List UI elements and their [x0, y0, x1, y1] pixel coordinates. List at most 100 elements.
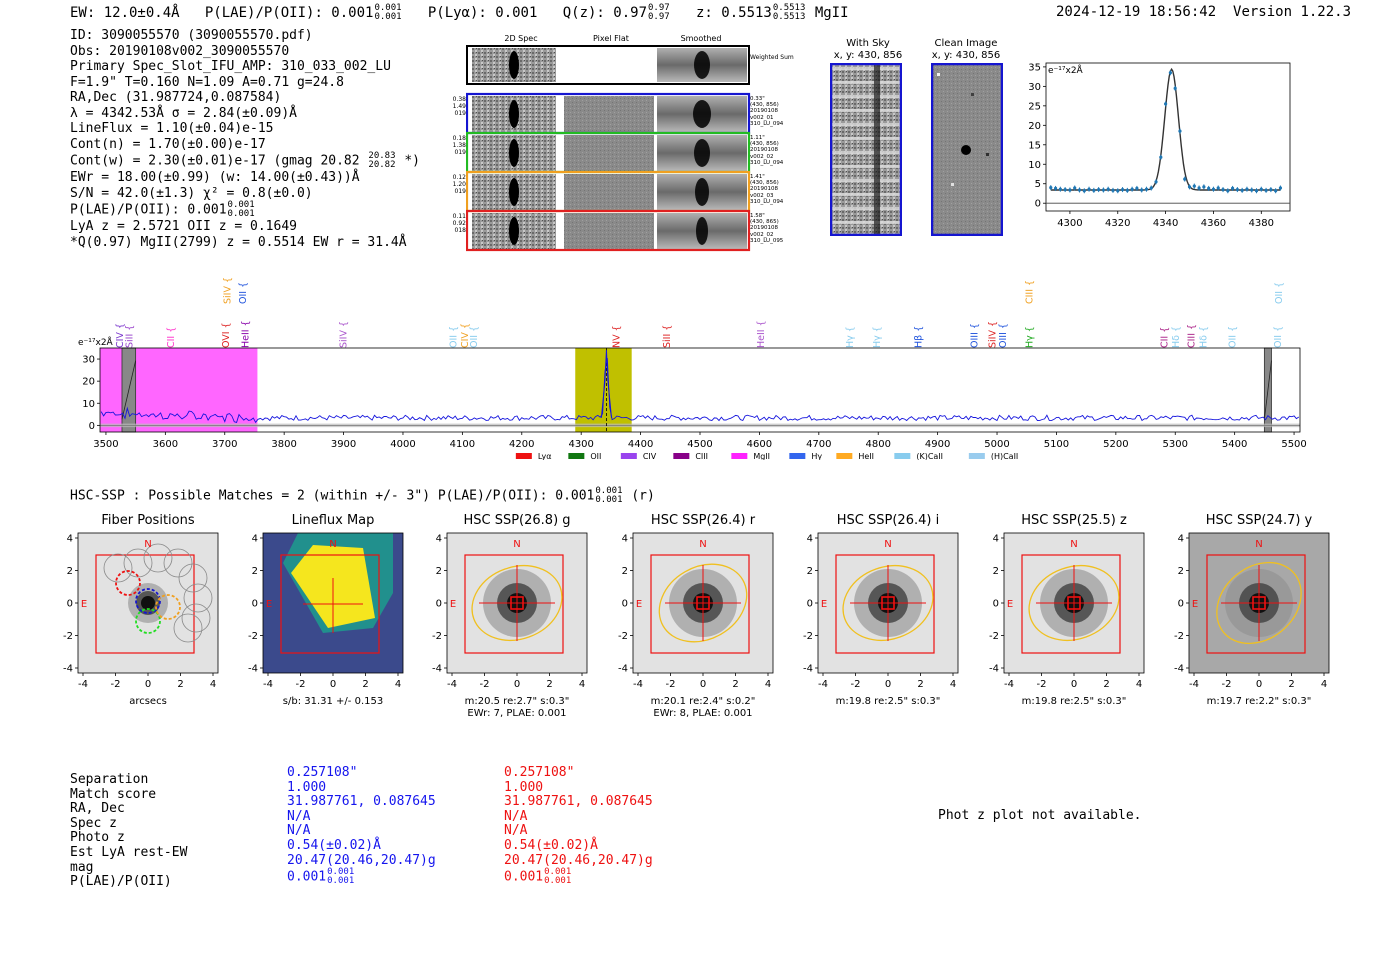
spec-line-label: SiIV { — [338, 321, 349, 348]
spec-ytick-label: 20 — [82, 377, 95, 388]
with-sky-title-block: With Sky x, y: 430, 856 — [818, 38, 918, 62]
hsc-panel-caption: m:19.7 re:2.2" s:0.3" — [1206, 696, 1312, 707]
compass-east: E — [450, 599, 456, 610]
spec-flux-line — [100, 358, 1300, 424]
match-table-label: Separation — [70, 772, 149, 787]
spec-xtick-label: 5200 — [1103, 439, 1128, 450]
match-table-label: Est LyA rest-EW — [70, 844, 188, 860]
spec-xtick-label: 4300 — [568, 439, 593, 450]
cutout-col-smoothed: Smoothed — [680, 34, 722, 43]
spec-xtick-label: 4800 — [865, 439, 890, 450]
spec-line-label: Hβ { — [913, 326, 924, 348]
spec-ylabel: e⁻¹⁷x2Å — [78, 336, 114, 348]
cutout-canvas — [466, 45, 751, 252]
header-summary: EW: 12.0±0.4Å P(LAE)/P(OII): 0.001 0.001 0… — [70, 4, 849, 22]
spec-legend-label: Hγ — [811, 452, 822, 460]
compass-north: N — [1070, 539, 1077, 550]
hsc-xtick-label: 2 — [546, 679, 552, 690]
cutout-col-flat: Pixel Flat — [593, 34, 629, 43]
hsc-xtick-label: -4 — [263, 679, 273, 690]
spec-xtick-label: 3900 — [331, 439, 356, 450]
spec-line-label: OII { — [1273, 326, 1284, 348]
hsc-ytick-label: 0 — [807, 599, 813, 610]
match-table-value: 31.987761, 0.087645 — [287, 794, 436, 810]
compass-north: N — [884, 539, 891, 550]
match-table-value: N/A — [287, 823, 311, 839]
header-meta: 2024-12-19 18:56:42 Version 1.22.3 — [1056, 4, 1351, 20]
hsc-ytick-label: -4 — [1174, 664, 1184, 675]
compass-north: N — [329, 539, 336, 550]
cutout-row-right-label: 1.41" (430, 856) 20190108 v002_03 310_LU_094 — [750, 174, 784, 205]
hsc-ytick-label: 2 — [252, 566, 258, 577]
header-version: Version 1.22.3 — [1233, 4, 1352, 20]
info-sn: S/N = 42.0(±1.3) χ² = 0.8(±0.0) — [70, 185, 313, 201]
spec-line-label: NV { — [612, 325, 623, 348]
fit-data-point — [1173, 86, 1177, 90]
fit-data-point — [1140, 188, 1144, 192]
photz-note: Phot z plot not available. — [938, 808, 1142, 823]
match-table-blue: 0.257108" 1.000 31.987761, 0.087645 N/A N/A 0… — [287, 765, 436, 886]
hsc-panel-title: HSC SSP(26.4) i — [836, 513, 940, 528]
match-table-value: 0.001 0.001 0.001 — [504, 867, 572, 887]
hsc-ytick-label: 4 — [436, 534, 442, 545]
fiber-cutouts: 2D Spec Pixel Flat Smoothed — [453, 34, 796, 259]
spec-xtick-label: 4700 — [806, 439, 831, 450]
hsc-panel-caption: m:19.8 re:2.5" s:0.3" — [835, 696, 941, 707]
hsc-ytick-label: 4 — [1178, 534, 1184, 545]
hsc-panel-title: HSC SSP(24.7) y — [1205, 513, 1313, 528]
svg-text:CII {: CII { — [166, 327, 177, 348]
info-lineflux: LineFlux = 1.10(±0.04)e-15 — [70, 121, 274, 136]
svg-text:Hδ {: Hδ { — [1171, 326, 1182, 348]
hsc-ytick-label: -2 — [432, 631, 442, 642]
svg-text:SiII {: SiII { — [125, 325, 136, 348]
weighted-sum-label: Weighted Sum — [750, 54, 794, 61]
svg-text:OII {: OII { — [1274, 282, 1285, 304]
fit-data-point — [1087, 187, 1091, 191]
spec-legend-swatch — [673, 453, 690, 459]
spec-line-label: CIII { — [1025, 280, 1036, 304]
spec-legend-label: MgII — [753, 452, 770, 460]
fit-data-point — [1058, 187, 1062, 191]
hsc-xtick-label: -2 — [296, 679, 306, 690]
spec-xtick-label: 4500 — [687, 439, 712, 450]
info-contw: Cont(w) = 2.30(±0.01)e-17 (gmag 20.82 20… — [70, 151, 420, 170]
fit-data-point — [1240, 188, 1244, 192]
header-plae: P(LAE)/P(OII): 0.001 — [204, 5, 374, 21]
spec-hatch — [121, 360, 137, 420]
compass-east: E — [81, 599, 87, 610]
spec-xtick-label: 3800 — [271, 439, 296, 450]
hsc-ytick-label: -4 — [989, 664, 999, 675]
spec-line-label: CIV { — [460, 323, 471, 348]
hsc-xtick-label: -4 — [633, 679, 643, 690]
spec-line-label: SiII { — [125, 325, 136, 348]
match-table-value: N/A — [504, 808, 528, 824]
compass-north: N — [144, 539, 151, 550]
info-obs: Obs: 20190108v002_3090055570 — [70, 43, 290, 59]
spec-legend-swatch — [568, 453, 585, 459]
fit-data-point — [1097, 187, 1101, 192]
hsc-panel-title: Fiber Positions — [101, 513, 195, 528]
fit-axes — [1045, 62, 1291, 212]
match-table-value: 1.000 — [287, 779, 327, 795]
fit-ylabel: e⁻¹⁷x2Å — [1048, 64, 1084, 76]
match-table-value: 0.257108" — [504, 765, 575, 780]
hsc-panel-caption: s/b: 31.31 +/- 0.153 — [282, 696, 384, 707]
hsc-panel-title: HSC SSP(25.5) z — [1021, 513, 1127, 528]
svg-text:HeII {: HeII { — [756, 320, 767, 348]
hsc-xtick-label: -2 — [1222, 679, 1232, 690]
hsc-xtick-label: 0 — [1256, 679, 1262, 690]
svg-text:HeII {: HeII { — [240, 320, 251, 348]
hsc-xtick-label: 4 — [950, 679, 956, 690]
svg-text:OII {: OII { — [448, 326, 459, 348]
spec-line-label: OIII { — [969, 323, 980, 348]
match-table-value: 1.000 — [504, 779, 544, 795]
spec-line-label: OII { — [1274, 282, 1285, 304]
detection-info: ID: 3090055570 (3090055570.pdf) Obs: 201… — [70, 28, 420, 250]
fit-data-point — [1154, 180, 1158, 184]
spec-xtick-label: 5000 — [984, 439, 1009, 450]
cutout-row-right-label: 1.11" (430, 856) 20190108 v002_02 310_LU_094 — [750, 135, 784, 166]
fit-data-point — [1274, 189, 1278, 193]
match-table-value: 0.54(±0.02)Å — [504, 837, 598, 853]
fit-ytick-label: 15 — [1028, 140, 1041, 151]
hsc-panel-caption: m:20.5 re:2.7" s:0.3" EWr: 7, PLAE: 0.001 — [464, 696, 570, 719]
